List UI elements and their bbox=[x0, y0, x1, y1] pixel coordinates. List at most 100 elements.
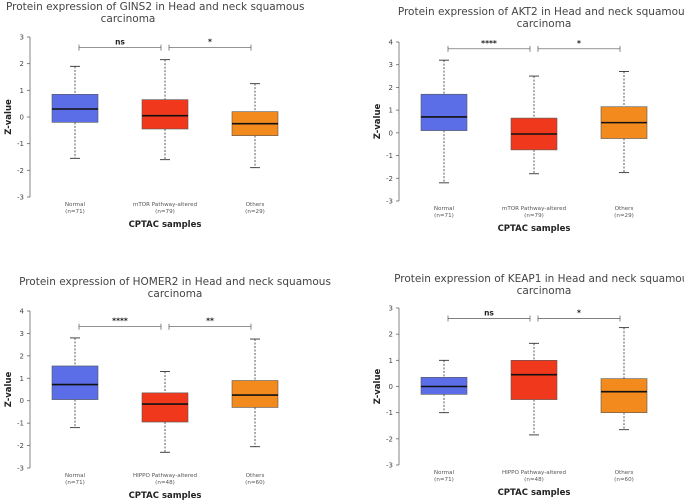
x-category-count: (n=71) bbox=[65, 480, 85, 486]
y-tick-label: -2 bbox=[386, 435, 393, 443]
significance-bracket: **** bbox=[447, 39, 531, 52]
y-tick-label: 3 bbox=[20, 34, 24, 42]
chart-title-line-2: carcinoma bbox=[101, 13, 156, 25]
box-3 bbox=[600, 327, 648, 431]
iqr-box bbox=[420, 93, 468, 131]
x-category-count: (n=60) bbox=[614, 477, 634, 483]
box-3 bbox=[231, 338, 279, 448]
significance-label: ns bbox=[484, 308, 494, 317]
y-tick-label: 1 bbox=[20, 375, 24, 383]
y-tick-label: -1 bbox=[386, 409, 393, 417]
significance-bracket: ns bbox=[447, 308, 531, 322]
significance-bracket: * bbox=[537, 39, 621, 52]
y-tick-label: -1 bbox=[17, 420, 24, 428]
y-tick-label: 2 bbox=[389, 84, 393, 92]
significance-label: * bbox=[577, 39, 581, 48]
x-category-label: Normal bbox=[65, 473, 86, 479]
boxplot-homer2: Protein expression of HOMER2 in Head and… bbox=[4, 276, 331, 501]
x-axis-label: CPTAC samples bbox=[498, 224, 571, 234]
box-2 bbox=[510, 75, 558, 175]
box-1 bbox=[420, 59, 468, 184]
y-tick-label: 4 bbox=[20, 308, 25, 316]
chart-panel-akt2: Protein expression of AKT2 in Head and n… bbox=[342, 0, 684, 251]
box-2 bbox=[510, 342, 558, 436]
iqr-box bbox=[510, 360, 558, 400]
iqr-box bbox=[231, 380, 279, 408]
y-tick-label: -1 bbox=[17, 140, 24, 148]
x-category-count: (n=79) bbox=[524, 213, 544, 219]
significance-label: * bbox=[208, 38, 212, 47]
y-tick-label: -3 bbox=[386, 198, 393, 206]
x-category-count: (n=29) bbox=[614, 213, 634, 219]
iqr-box bbox=[141, 392, 189, 423]
x-axis-label: CPTAC samples bbox=[129, 491, 202, 501]
y-tick-label: 1 bbox=[389, 357, 393, 365]
chart-panel-homer2: Protein expression of HOMER2 in Head and… bbox=[0, 251, 342, 502]
y-tick-label: -3 bbox=[17, 194, 24, 202]
y-axis-label: Z-value bbox=[4, 371, 14, 407]
significance-bracket: **** bbox=[78, 317, 162, 330]
significance-bracket: ns bbox=[78, 38, 162, 51]
y-axis-label: Z-value bbox=[373, 103, 383, 139]
y-tick-label: -1 bbox=[386, 152, 393, 160]
iqr-box bbox=[600, 378, 648, 413]
x-category-label: Normal bbox=[65, 202, 86, 208]
box-3 bbox=[231, 83, 279, 169]
y-tick-label: 2 bbox=[389, 331, 393, 339]
y-tick-label: 4 bbox=[389, 39, 394, 47]
significance-bracket: ** bbox=[168, 317, 252, 330]
chart-panel-keap1: Protein expression of KEAP1 in Head and … bbox=[342, 251, 684, 502]
box-2 bbox=[141, 371, 189, 453]
x-category-label: mTOR Pathway-altered bbox=[133, 202, 198, 208]
y-tick-label: 3 bbox=[389, 61, 393, 69]
y-tick-label: 1 bbox=[389, 107, 393, 115]
x-category-count: (n=71) bbox=[434, 213, 454, 219]
x-category-count: (n=48) bbox=[524, 477, 544, 483]
y-tick-label: 1 bbox=[20, 87, 24, 95]
chart-title-line-1: Protein expression of GINS2 in Head and … bbox=[6, 1, 304, 13]
significance-label: ns bbox=[115, 38, 125, 47]
x-axis-label: CPTAC samples bbox=[129, 220, 202, 230]
chart-panel-gins2: Protein expression of GINS2 in Head and … bbox=[0, 0, 342, 251]
x-category-count: (n=48) bbox=[155, 480, 175, 486]
x-category-count: (n=71) bbox=[65, 209, 85, 215]
x-category-label: Normal bbox=[434, 470, 455, 476]
x-category-count: (n=71) bbox=[434, 477, 454, 483]
y-axis-label: Z-value bbox=[373, 368, 383, 404]
boxplot-gins2: Protein expression of GINS2 in Head and … bbox=[4, 1, 304, 230]
x-category-label: Others bbox=[246, 202, 265, 208]
chart-title-line-1: Protein expression of AKT2 in Head and n… bbox=[398, 6, 684, 18]
y-tick-label: 2 bbox=[20, 352, 24, 360]
y-tick-label: 0 bbox=[20, 114, 24, 122]
significance-label: * bbox=[577, 308, 581, 317]
y-tick-label: 0 bbox=[389, 383, 393, 391]
box-1 bbox=[51, 65, 99, 159]
x-category-label: Others bbox=[615, 470, 634, 476]
y-tick-label: -3 bbox=[386, 462, 393, 470]
x-category-label: Others bbox=[246, 473, 265, 479]
y-tick-label: -3 bbox=[17, 465, 24, 473]
y-tick-label: -2 bbox=[17, 167, 24, 175]
chart-title-line-2: carcinoma bbox=[517, 18, 572, 30]
y-tick-label: 3 bbox=[389, 305, 393, 313]
x-category-count: (n=79) bbox=[155, 209, 175, 215]
y-tick-label: 0 bbox=[389, 129, 393, 137]
significance-label: ** bbox=[206, 317, 214, 326]
chart-title-line-2: carcinoma bbox=[148, 288, 203, 300]
x-category-label: Others bbox=[615, 206, 634, 212]
x-category-count: (n=60) bbox=[245, 480, 265, 486]
chart-title-line-2: carcinoma bbox=[517, 285, 572, 297]
x-category-count: (n=29) bbox=[245, 209, 265, 215]
iqr-box bbox=[51, 365, 99, 400]
x-category-label: HIPPO Pathway-altered bbox=[133, 473, 198, 479]
y-tick-label: -2 bbox=[386, 175, 393, 183]
x-category-label: mTOR Pathway-altered bbox=[502, 206, 567, 212]
significance-bracket: * bbox=[537, 308, 621, 322]
box-2 bbox=[141, 59, 189, 161]
boxplot-keap1: Protein expression of KEAP1 in Head and … bbox=[373, 273, 684, 498]
x-category-label: Normal bbox=[434, 206, 455, 212]
box-1 bbox=[51, 337, 99, 429]
x-category-label: HIPPO Pathway-altered bbox=[502, 470, 567, 476]
y-tick-label: 2 bbox=[20, 60, 24, 68]
y-axis-label: Z-value bbox=[4, 99, 14, 135]
